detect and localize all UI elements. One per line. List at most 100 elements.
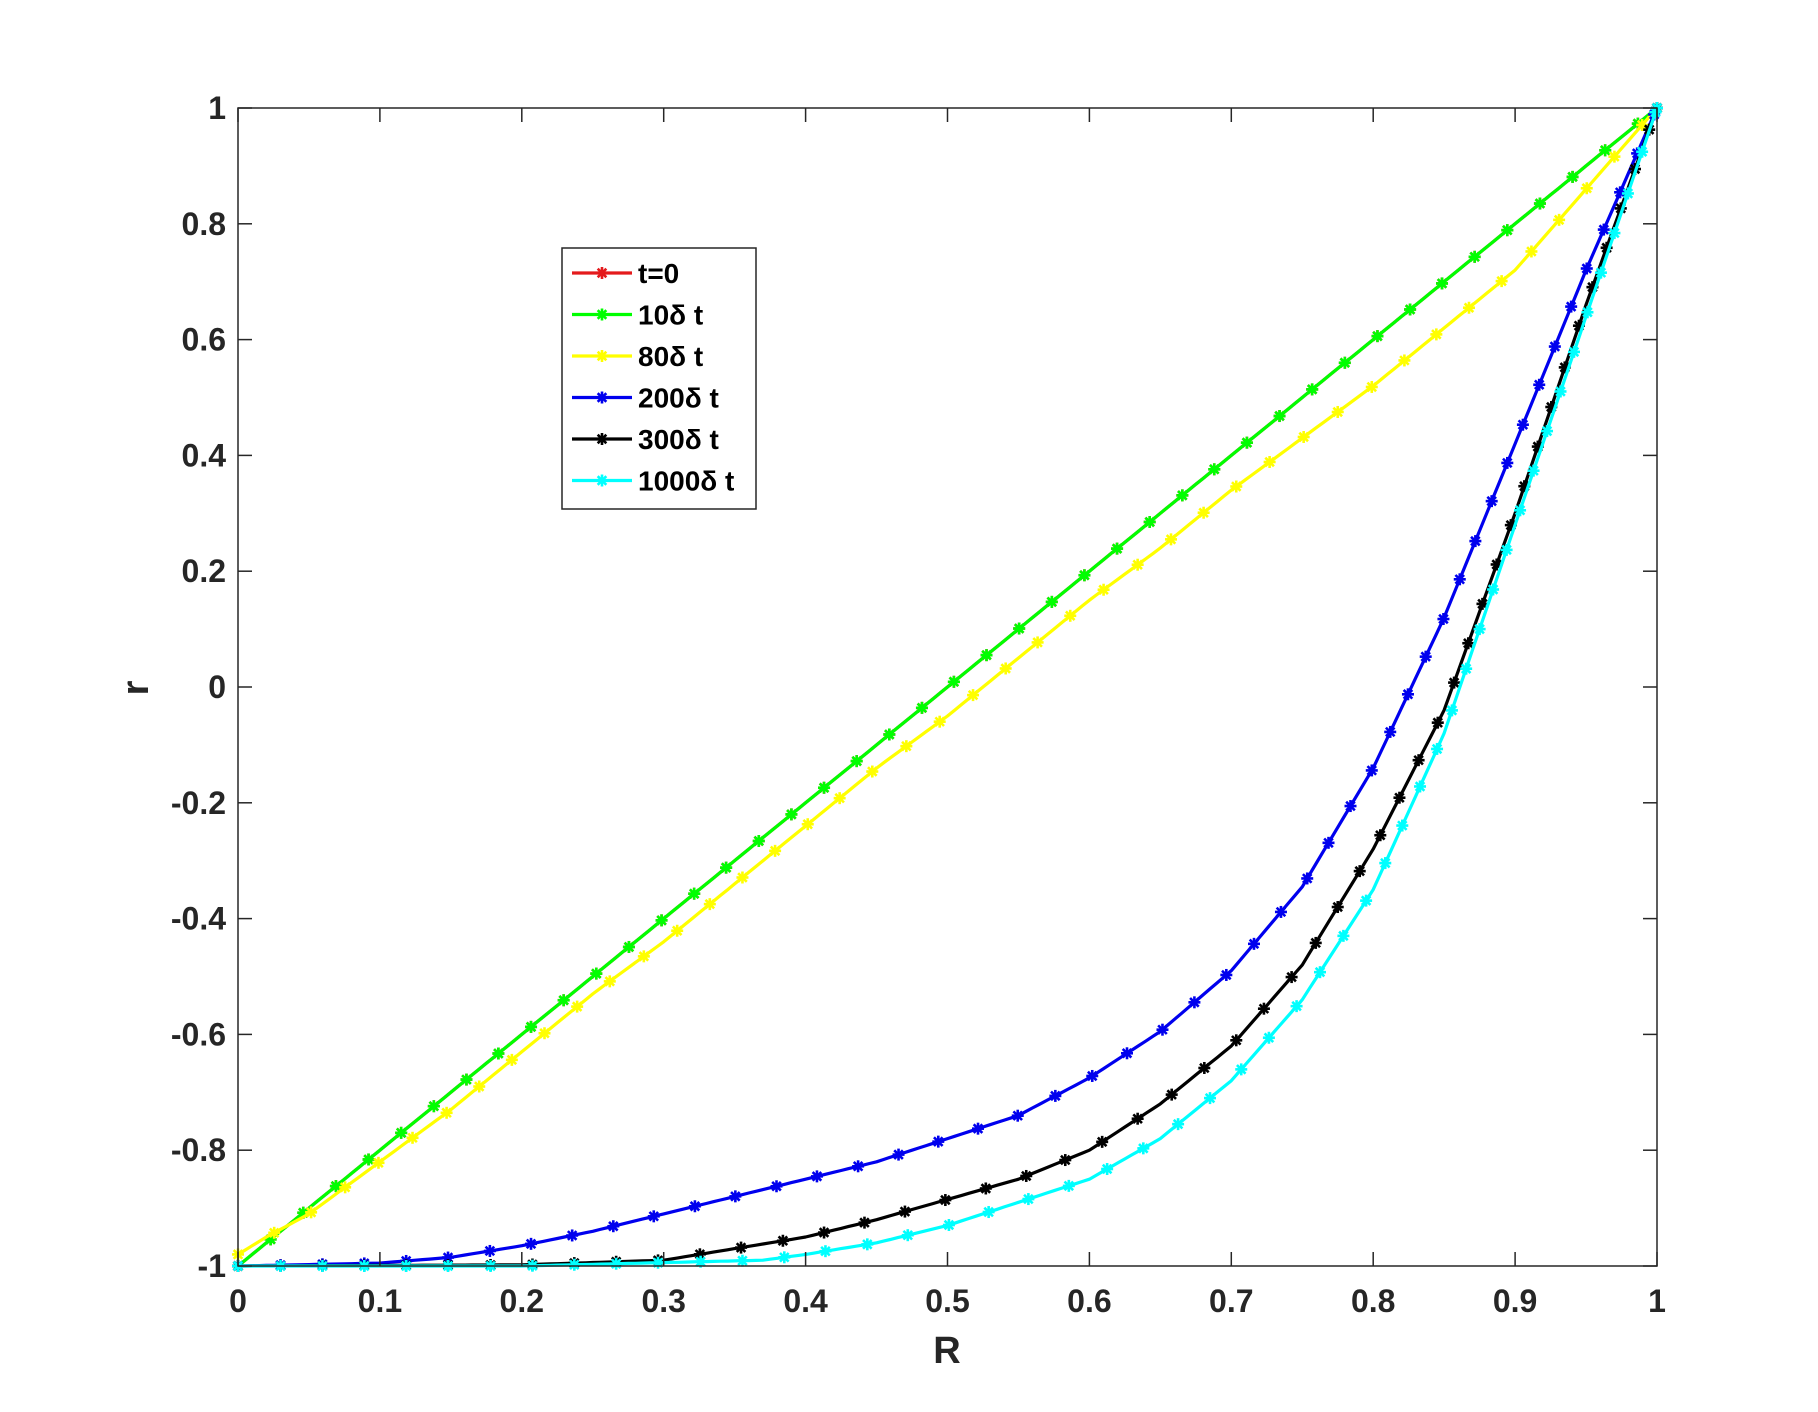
series-marker	[460, 1073, 473, 1086]
x-axis-label: R	[933, 1330, 960, 1372]
series-marker	[1636, 145, 1649, 158]
series-marker	[947, 675, 960, 688]
series-marker	[861, 1238, 874, 1251]
series-marker	[967, 689, 980, 702]
series-marker	[1188, 996, 1201, 1009]
series-marker	[1581, 306, 1594, 319]
x-tick-label: 0	[229, 1283, 247, 1319]
series-marker	[736, 1254, 749, 1267]
series-marker	[833, 792, 846, 805]
series-marker	[1049, 1089, 1062, 1102]
series-marker	[1031, 636, 1044, 649]
legend-label: 200δ t	[638, 383, 719, 414]
series-marker	[1599, 144, 1612, 157]
series-marker	[1156, 1023, 1169, 1036]
series-marker	[1274, 905, 1287, 918]
series-marker	[1230, 1034, 1243, 1047]
legend-marker	[596, 350, 608, 362]
series-marker	[1436, 277, 1449, 290]
series-marker	[1580, 262, 1593, 275]
x-axis: 0 0.1 0.2 0.3 0.4 0.5 0.6 0.7 0.8 0.9 1	[229, 108, 1666, 1319]
x-tick-label: 0.4	[783, 1283, 828, 1319]
x-tick-label: 0.2	[500, 1283, 544, 1319]
series-marker	[1371, 330, 1384, 343]
series-marker	[305, 1206, 318, 1219]
series-marker	[858, 1216, 871, 1229]
series-marker	[1533, 197, 1546, 210]
series-marker	[1059, 1154, 1072, 1167]
series-marker	[901, 1229, 914, 1242]
series-marker	[1437, 613, 1450, 626]
x-tick-label: 0.6	[1067, 1283, 1111, 1319]
series-marker	[1401, 688, 1414, 701]
series-marker	[1365, 380, 1378, 393]
series-marker	[473, 1080, 486, 1093]
series-marker	[492, 1047, 505, 1060]
series-marker	[671, 924, 684, 937]
legend: t=0 10δ t 80δ t 200δ t 300δ t 1000δ t	[561, 247, 757, 510]
series-marker	[1553, 213, 1566, 226]
series-marker	[1208, 463, 1221, 476]
series-marker	[776, 1234, 789, 1247]
series-5	[232, 102, 1663, 1272]
series-marker	[1165, 1088, 1178, 1101]
series-marker	[1097, 583, 1110, 596]
series-marker	[339, 1181, 352, 1194]
series-marker	[1621, 187, 1634, 200]
series-marker	[1262, 1031, 1275, 1044]
series-marker	[571, 1000, 584, 1013]
series-marker	[1379, 857, 1392, 870]
series-marker	[427, 1100, 440, 1113]
legend-marker	[596, 308, 608, 321]
series-marker	[1414, 780, 1427, 793]
legend-marker	[596, 433, 608, 445]
series-marker	[1263, 456, 1276, 469]
series-marker	[1445, 704, 1458, 717]
legend-entry: 10δ t	[572, 300, 703, 331]
series-marker	[1404, 303, 1417, 316]
legend-label: 80δ t	[638, 341, 703, 372]
series-marker	[607, 1220, 620, 1233]
series-marker	[566, 1229, 579, 1242]
series-marker	[883, 728, 896, 741]
series-marker	[720, 861, 733, 874]
series-marker	[1273, 410, 1286, 423]
series-1	[232, 102, 1663, 1272]
y-axis-label: r	[115, 680, 157, 695]
series-marker	[1541, 425, 1554, 438]
series-marker	[898, 1205, 911, 1218]
series-marker	[557, 994, 570, 1007]
legend-entry: 300δ t	[572, 424, 719, 455]
y-tick-label: 0	[208, 669, 226, 705]
series-marker	[1331, 901, 1344, 914]
legend-entry: 1000δ t	[572, 466, 734, 497]
series-marker	[1487, 583, 1500, 596]
series-marker	[770, 1180, 783, 1193]
series-marker	[801, 818, 814, 831]
x-tick-label: 0.7	[1209, 1283, 1253, 1319]
series-marker	[1608, 227, 1621, 240]
series-marker	[1501, 456, 1514, 469]
series-marker	[1462, 637, 1475, 650]
series-marker	[1533, 378, 1546, 391]
series-marker	[1597, 223, 1610, 236]
series-marker	[1131, 1112, 1144, 1125]
series-marker	[1527, 464, 1540, 477]
series-marker	[1500, 543, 1513, 556]
series-marker	[688, 1200, 701, 1213]
series-marker	[979, 1182, 992, 1195]
series-marker	[1594, 266, 1607, 279]
plot-area	[232, 102, 1663, 1272]
series-marker	[538, 1027, 551, 1040]
x-tick-label: 1	[1648, 1283, 1666, 1319]
series-marker	[1344, 800, 1357, 813]
series-marker	[1419, 650, 1432, 663]
series-marker	[729, 1190, 742, 1203]
series-marker	[1164, 533, 1177, 546]
series-marker	[1476, 597, 1489, 610]
y-tick-label: -0.8	[171, 1132, 226, 1168]
series-marker	[1235, 1063, 1248, 1076]
series-marker	[622, 940, 635, 953]
series-marker	[1398, 354, 1411, 367]
